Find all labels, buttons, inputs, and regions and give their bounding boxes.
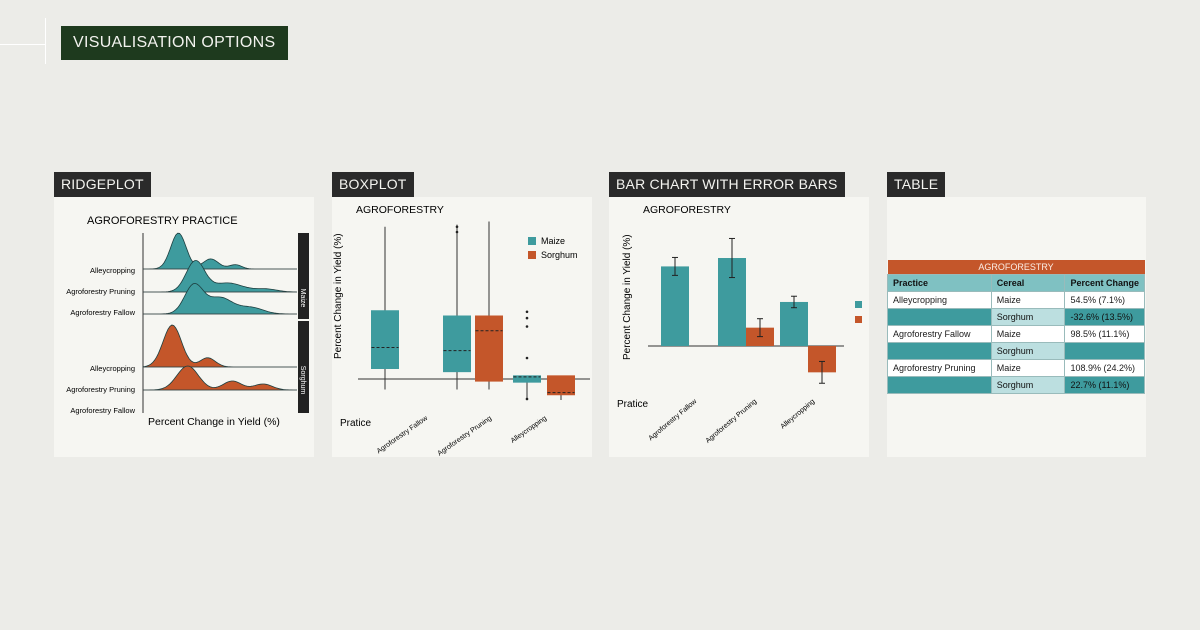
results-table: AGROFORESTRY Practice Cereal Percent Cha… bbox=[887, 260, 1145, 394]
table-cell-practice: Alleycropping bbox=[887, 290, 992, 309]
box-outlier-maize-agroforestry-pruning bbox=[455, 225, 459, 229]
boxplot-tick-fallow: Agroforestry Fallow bbox=[376, 414, 430, 455]
box-maize-agroforestry-fallow bbox=[371, 310, 399, 369]
ridgeplot-label-alleycropping-sorghum: Alleycropping bbox=[90, 364, 135, 373]
barchart-title: AGROFORESTRY bbox=[643, 204, 731, 216]
table-cell-percent-change: 108.9% (24.2%) bbox=[1064, 358, 1145, 377]
table-cell-practice bbox=[887, 307, 992, 326]
ridge-maize-pruning bbox=[143, 260, 298, 293]
table-cell-practice bbox=[887, 375, 992, 394]
table-cell-cereal: Maize bbox=[990, 358, 1066, 377]
table-cell-cereal: Maize bbox=[990, 290, 1066, 309]
box-outlier-maize-alleycropping bbox=[525, 356, 529, 360]
ridgeplot-title: AGROFORESTRY PRACTICE bbox=[87, 215, 238, 227]
ridgeplot-label-fallow-maize: Agroforestry Fallow bbox=[70, 308, 135, 317]
ridgeplot-x-label: Percent Change in Yield (%) bbox=[148, 416, 280, 428]
boxplot-y-label: Percent Change in Yield (%) bbox=[333, 233, 344, 359]
boxplot-tick-alleycropping: Alleycropping bbox=[510, 415, 549, 445]
boxplot-x-label: Pratice bbox=[340, 418, 372, 429]
box-outlier-maize-alleycropping bbox=[525, 310, 529, 314]
table-cell-cereal: Maize bbox=[990, 324, 1066, 343]
ridgeplot-label-pruning-sorghum: Agroforestry Pruning bbox=[66, 385, 135, 394]
barchart-tick-fallow: Agroforestry Fallow bbox=[648, 398, 699, 443]
barchart-tick-pruning: Agroforestry Pruning bbox=[705, 398, 759, 445]
barchart-y-label: Percent Change in Yield (%) bbox=[622, 234, 633, 360]
table-cell-cereal: Sorghum bbox=[990, 375, 1066, 394]
table-cell-percent-change: 22.7% (11.1%) bbox=[1064, 375, 1145, 394]
barchart-tab[interactable]: BAR CHART WITH ERROR BARS bbox=[609, 172, 845, 197]
boxplot-title: AGROFORESTRY bbox=[356, 204, 444, 216]
boxplot-panel: AGROFORESTRY Percent Change in Yield (%)… bbox=[332, 197, 592, 457]
boxplot-legend-maize-swatch bbox=[528, 237, 536, 245]
table-row: Sorghum 22.7% (11.1%) bbox=[887, 375, 1145, 394]
table-header-practice: Practice bbox=[887, 273, 992, 292]
barchart-panel: AGROFORESTRY Percent Change in Yield (%)… bbox=[609, 197, 869, 457]
table-cell-percent-change: 98.5% (11.1%) bbox=[1064, 324, 1145, 343]
table-cell-practice: Agroforestry Fallow bbox=[887, 324, 992, 343]
decorative-line-vertical bbox=[45, 18, 46, 64]
table-header-cereal: Cereal bbox=[990, 273, 1066, 292]
box-sorghum-alleycropping bbox=[547, 375, 575, 396]
ridgeplot-label-pruning-maize: Agroforestry Pruning bbox=[66, 287, 135, 296]
boxplot-chart: AGROFORESTRY Percent Change in Yield (%)… bbox=[333, 204, 590, 457]
table-banner: AGROFORESTRY bbox=[887, 260, 1145, 274]
bar-maize-agroforestry-fallow bbox=[661, 266, 689, 346]
table-row: Sorghum bbox=[887, 341, 1145, 360]
table-cell-percent-change: -32.6% (13.5%) bbox=[1064, 307, 1145, 326]
boxplot-legend-sorghum: Sorghum bbox=[541, 250, 578, 260]
box-sorghum-agroforestry-pruning bbox=[475, 315, 503, 382]
ridge-maize-fallow bbox=[143, 282, 297, 315]
ridgeplot-facet-strip bbox=[298, 233, 309, 413]
barchart-chart: AGROFORESTRY Percent Change in Yield (%)… bbox=[617, 204, 862, 445]
box-outlier-maize-alleycropping bbox=[525, 397, 529, 401]
boxplot-legend-sorghum-swatch bbox=[528, 251, 536, 259]
boxplot-tick-pruning: Agroforestry Pruning bbox=[437, 415, 494, 457]
boxplot-tab[interactable]: BOXPLOT bbox=[332, 172, 414, 197]
table-cell-cereal: Sorghum bbox=[990, 341, 1066, 360]
table-row: Alleycropping Maize 54.5% (7.1%) bbox=[887, 290, 1145, 309]
bar-maize-alleycropping bbox=[780, 301, 808, 346]
ridgeplot-label-alleycropping-maize: Alleycropping bbox=[90, 266, 135, 275]
barchart-legend-maize-swatch bbox=[855, 301, 862, 308]
box-outlier-maize-alleycropping bbox=[525, 316, 529, 320]
decorative-line-horizontal bbox=[0, 44, 46, 45]
table-row: Agroforestry Fallow Maize 98.5% (11.1%) bbox=[887, 324, 1145, 343]
table-header-percent-change: Percent Change bbox=[1064, 273, 1145, 292]
box-outlier-maize-agroforestry-pruning bbox=[455, 230, 459, 234]
ridgeplot-chart: AGROFORESTRY PRACTICE Maize Sorghum Alle… bbox=[66, 215, 309, 428]
box-maize-agroforestry-pruning bbox=[443, 315, 471, 373]
ridge-maize-alleycropping bbox=[143, 232, 297, 270]
ridgeplot-tab[interactable]: RIDGEPLOT bbox=[54, 172, 151, 197]
table-cell-practice: Agroforestry Pruning bbox=[887, 358, 992, 377]
table-panel: AGROFORESTRY Practice Cereal Percent Cha… bbox=[887, 197, 1146, 457]
ridgeplot-panel: AGROFORESTRY PRACTICE Maize Sorghum Alle… bbox=[54, 197, 314, 457]
table-cell-percent-change bbox=[1064, 341, 1145, 360]
table-row: Sorghum -32.6% (13.5%) bbox=[887, 307, 1145, 326]
ridgeplot-facet-sorghum: Sorghum bbox=[299, 366, 306, 395]
table-cell-cereal: Sorghum bbox=[990, 307, 1066, 326]
box-maize-alleycropping bbox=[513, 375, 541, 383]
ridge-sorghum-alleycropping bbox=[142, 324, 297, 368]
table-row: Agroforestry Pruning Maize 108.9% (24.2%… bbox=[887, 358, 1145, 377]
ridgeplot-label-fallow-sorghum: Agroforestry Fallow bbox=[70, 406, 135, 415]
table-cell-practice bbox=[887, 341, 992, 360]
boxplot-legend-maize: Maize bbox=[541, 236, 565, 246]
table-cell-percent-change: 54.5% (7.1%) bbox=[1064, 290, 1145, 309]
ridgeplot-facet-maize: Maize bbox=[299, 289, 306, 308]
barchart-x-label: Pratice bbox=[617, 399, 649, 410]
barchart-legend-sorghum-swatch bbox=[855, 316, 862, 323]
table-tab[interactable]: TABLE bbox=[887, 172, 946, 197]
page-title: VISUALISATION OPTIONS bbox=[61, 26, 288, 60]
box-outlier-maize-alleycropping bbox=[525, 325, 529, 328]
barchart-tick-alleycropping: Alleycropping bbox=[780, 398, 817, 430]
ridge-sorghum-pruning bbox=[143, 365, 297, 391]
